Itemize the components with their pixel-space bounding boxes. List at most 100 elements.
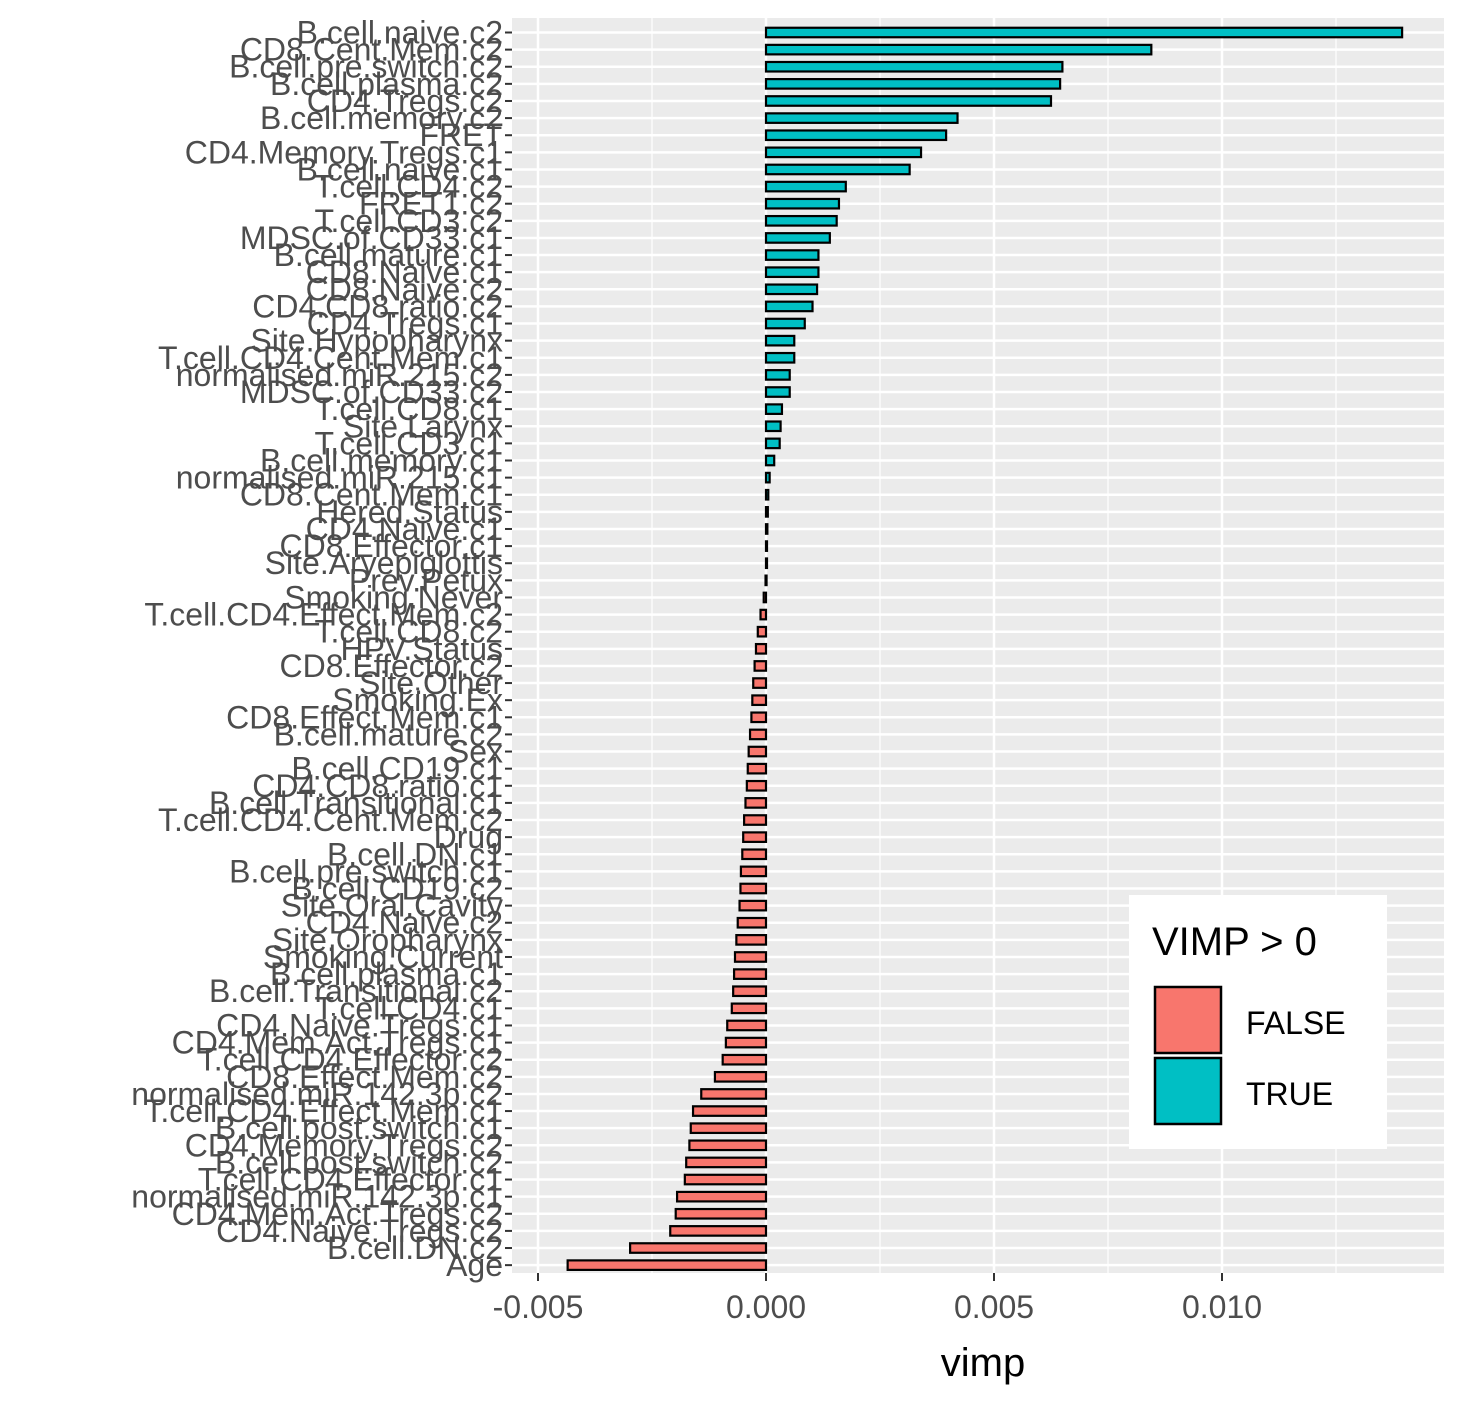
bar <box>741 848 768 861</box>
x-tick-label: -0.005 <box>493 1289 584 1325</box>
bar <box>747 745 768 758</box>
y-tick-label: Sex <box>448 734 503 770</box>
y-tick-label: HPV.Status <box>341 631 503 667</box>
bar <box>748 728 768 741</box>
y-tick-label: B.cell.DN.c2 <box>327 1230 503 1266</box>
y-tick-label: Site.Other <box>359 665 503 701</box>
y-tick-label: B.cell.CD19.c2 <box>291 871 503 907</box>
y-tick-label: CD4.Tregs.c2 <box>307 83 503 119</box>
legend-key-false <box>1153 985 1223 1055</box>
x-axis-title: vimp <box>941 1341 1025 1385</box>
y-tick-label: B.cell.DN.c1 <box>327 836 503 872</box>
y-tick-label: T.cell.CD8.c1 <box>315 391 504 427</box>
bar <box>764 506 769 518</box>
y-tick-label: normalised.miR.142.3p.c2 <box>131 1076 503 1112</box>
y-tick-label: T.cell.CD4.Effect.Mem.c2 <box>144 597 503 633</box>
y-tick-label: T.cell.CD3.c1 <box>315 425 504 461</box>
y-tick-label: CD8.Naive.c2 <box>306 271 503 307</box>
bar <box>724 1036 768 1049</box>
y-tick-label: B.cell.CD19.c1 <box>291 751 503 787</box>
bar <box>764 437 781 450</box>
bar <box>764 214 838 227</box>
y-tick-label: Site.Larynx <box>343 408 503 444</box>
y-tick-label: CD8.Cent.Mem.c2 <box>240 32 503 68</box>
bar <box>751 694 768 707</box>
bar <box>764 95 1053 107</box>
legend-title: VIMP > 0 <box>1152 920 1317 964</box>
bar <box>726 1019 768 1032</box>
bar <box>756 625 768 638</box>
bar <box>764 180 847 193</box>
bar <box>739 882 768 895</box>
bar <box>764 523 769 535</box>
y-tick-label: B.cell.naive.c1 <box>297 151 503 187</box>
bar <box>764 334 796 347</box>
y-tick-label: T.cell.CD4.Effector.c2 <box>198 1042 503 1078</box>
bar <box>700 1088 768 1100</box>
y-tick-label: CD8.Naive.c1 <box>306 254 503 290</box>
y-tick-label: B.cell.mature.c2 <box>274 716 503 752</box>
y-tick-label: normalised.miR.142.3p.c1 <box>131 1179 503 1215</box>
y-tick-label: CD4.Memory.Tregs.c2 <box>185 1127 503 1163</box>
y-tick-label: T.cell.CD4.c2 <box>315 169 504 205</box>
bar <box>764 232 831 244</box>
y-tick-label: T.cell.CD4.Effector.c1 <box>198 1162 503 1198</box>
bar <box>736 916 768 929</box>
bar <box>685 1156 768 1169</box>
legend-label-false: FALSE <box>1246 1005 1346 1041</box>
bar <box>764 369 791 381</box>
y-tick-label: B.cell.post.switch.c1 <box>215 1110 503 1146</box>
bar <box>764 163 911 176</box>
bar <box>745 779 768 792</box>
bar <box>689 1122 768 1135</box>
y-tick-label: Smoking.Ex <box>332 682 503 718</box>
bar <box>764 488 770 501</box>
y-tick-label: B.cell.post.switch.c2 <box>215 1144 503 1180</box>
legend: VIMP > 0 FALSE TRUE <box>1129 895 1387 1149</box>
bar <box>764 300 814 313</box>
bar <box>735 934 768 946</box>
bar <box>675 1190 768 1203</box>
y-tick-label: CD8.Effect.Mem.c2 <box>226 1059 503 1095</box>
y-tick-label: CD8.Effector.c2 <box>279 648 503 684</box>
y-tick-label: T.cell.CD4.Effect.Mem.c1 <box>144 1093 503 1129</box>
bar <box>754 642 768 655</box>
y-tick-label: Site.Hypopharynx <box>250 323 503 359</box>
y-tick-label: Site.Aryepiglottis <box>265 545 503 581</box>
bar <box>750 711 768 724</box>
bar <box>730 1002 768 1015</box>
y-tick-label: B.cell.memory.c1 <box>260 443 503 479</box>
bar <box>683 1173 768 1186</box>
y-tick-label: MDSC.of.CD33.c1 <box>240 220 503 256</box>
y-tick-label: T.cell.CD4.Cent.Mem.c2 <box>158 802 503 838</box>
y-tick-label: Smoking.Never <box>284 579 503 615</box>
bar <box>752 677 768 689</box>
bar <box>566 1259 768 1271</box>
y-tick-label: Site.Oral.Cavity <box>281 888 503 924</box>
bar <box>764 26 1404 39</box>
bar <box>738 899 768 912</box>
bar <box>764 60 1064 73</box>
bar <box>764 351 796 364</box>
y-tick-label: CD4.Tregs.c1 <box>307 306 503 342</box>
bar <box>742 831 768 843</box>
y-tick-label: Age <box>446 1247 503 1283</box>
bar <box>764 129 948 142</box>
bar <box>762 591 768 604</box>
y-tick-label: CD4.CD8.ratio.c2 <box>252 288 503 324</box>
bar <box>691 1105 768 1117</box>
legend-key-true <box>1153 1056 1223 1126</box>
y-tick-label: T.cell.CD3.c2 <box>315 203 504 239</box>
y-tick-label: T.cell.CD8.c2 <box>315 614 504 650</box>
bar <box>629 1242 768 1254</box>
y-tick-label: B.cell.naive.c2 <box>297 15 503 51</box>
bar <box>764 540 769 552</box>
y-tick-label: B.cell.pre.switch.c2 <box>229 49 503 85</box>
y-tick-label: T.cell.CD4.Cent.Mem.c1 <box>158 340 503 376</box>
bar <box>764 386 791 398</box>
bar <box>733 951 768 963</box>
y-tick-label: B.cell.plasma.c2 <box>270 66 503 102</box>
bar <box>764 197 841 210</box>
y-tick-label: B.cell.pre.switch.c1 <box>229 853 503 889</box>
